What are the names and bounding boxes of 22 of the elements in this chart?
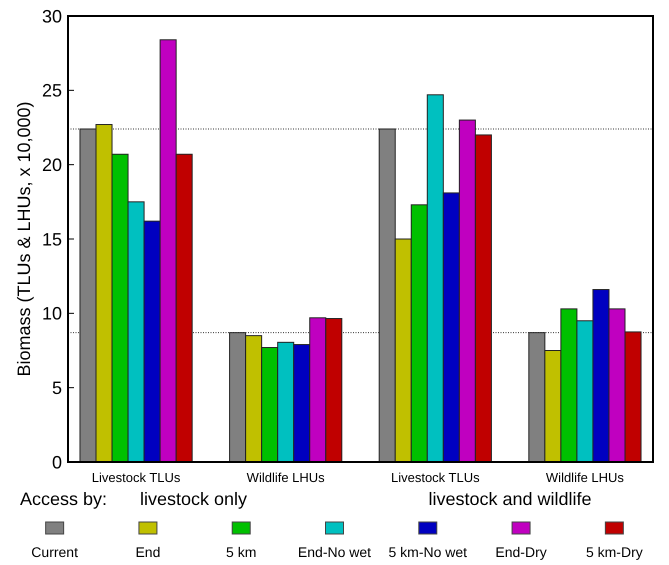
y-tick-label: 5 <box>52 378 62 398</box>
y-tick-label: 0 <box>52 452 62 472</box>
y-tick-label: 30 <box>42 6 62 26</box>
y-tick-label: 20 <box>42 154 62 175</box>
legend-label: 5 km <box>226 544 256 560</box>
legend-label: End-No wet <box>298 544 372 560</box>
legend-label: End-Dry <box>495 544 547 560</box>
x-tick-label: Wildlife LHUs <box>246 470 326 485</box>
x-tick-label: Livestock TLUs <box>92 470 181 485</box>
y-tick-label: 10 <box>42 304 62 324</box>
x-tick-label: Wildlife LHUs <box>546 470 624 485</box>
legend-label: 5 km-No wet <box>388 544 468 560</box>
text: Access by: <box>20 489 108 509</box>
text: livestock and wildlife <box>428 489 592 509</box>
legend-label: End <box>135 544 160 560</box>
legend-label: 5 km-Dry <box>586 544 643 560</box>
x-tick-label: Livestock TLUs <box>390 470 480 485</box>
y-axis-title: Biomass (TLUs & LHUs, x 10,000) <box>14 101 34 377</box>
y-tick-label: 15 <box>42 229 62 250</box>
y-tick-label: 25 <box>42 80 62 101</box>
legend-label: Current <box>31 544 78 560</box>
text: livestock only <box>140 489 248 509</box>
